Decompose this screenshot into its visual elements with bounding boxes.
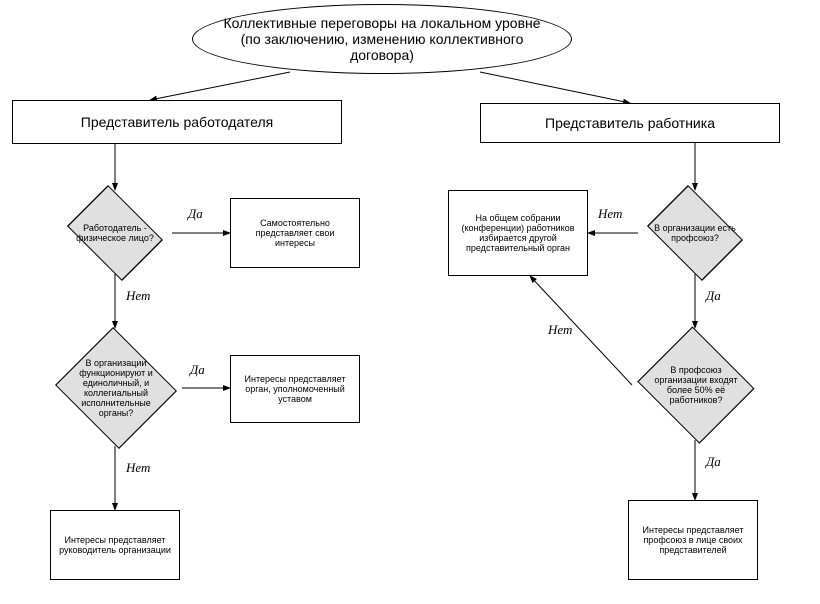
edge-label: Да	[706, 454, 721, 470]
decision-has-union: В организации есть профсоюз?	[640, 192, 750, 274]
decision-text: В профсоюз организации входят более 50% …	[634, 330, 758, 440]
decision-employer-physical: Работодатель - физическое лицо?	[60, 192, 170, 274]
employer-representative-box: Представитель работодателя	[12, 100, 342, 144]
title-text: Коллективные переговоры на локальном уро…	[213, 15, 551, 63]
edge-label: Нет	[548, 322, 572, 338]
edge-label: Да	[706, 288, 721, 304]
edge-label: Нет	[126, 288, 150, 304]
decision-exec-bodies: В организации функционируют и единоличны…	[52, 330, 180, 446]
edge-label: Нет	[598, 206, 622, 222]
title-ellipse: Коллективные переговоры на локальном уро…	[192, 4, 572, 74]
box-elected-body: На общем собрании (конференции) работник…	[448, 190, 588, 276]
decision-union-majority: В профсоюз организации входят более 50% …	[634, 330, 758, 440]
edge-label: Да	[190, 362, 205, 378]
worker-representative-box: Представитель работника	[480, 103, 780, 143]
box-self-represents: Самостоятельно представляет свои интерес…	[230, 198, 360, 268]
employer-rep-label: Представитель работодателя	[81, 114, 274, 130]
box-head-of-org: Интересы представляет руководитель орган…	[50, 510, 180, 580]
box-charter-body: Интересы представляет орган, уполномочен…	[230, 355, 360, 423]
decision-text: Работодатель - физическое лицо?	[60, 192, 170, 274]
decision-text: В организации есть профсоюз?	[640, 192, 750, 274]
edge-label: Да	[188, 206, 203, 222]
edge-label: Нет	[126, 460, 150, 476]
box-union-reps: Интересы представляет профсоюз в лице св…	[628, 500, 758, 580]
decision-text: В организации функционируют и единоличны…	[52, 330, 180, 446]
worker-rep-label: Представитель работника	[545, 115, 715, 131]
